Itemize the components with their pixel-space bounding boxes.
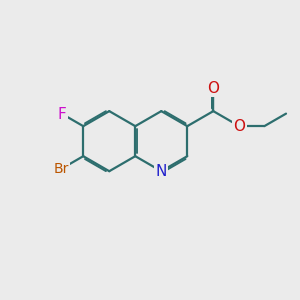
Text: O: O — [233, 118, 245, 134]
Text: F: F — [58, 106, 67, 122]
Text: O: O — [207, 81, 219, 96]
Text: N: N — [156, 164, 167, 179]
Text: Br: Br — [53, 162, 68, 176]
